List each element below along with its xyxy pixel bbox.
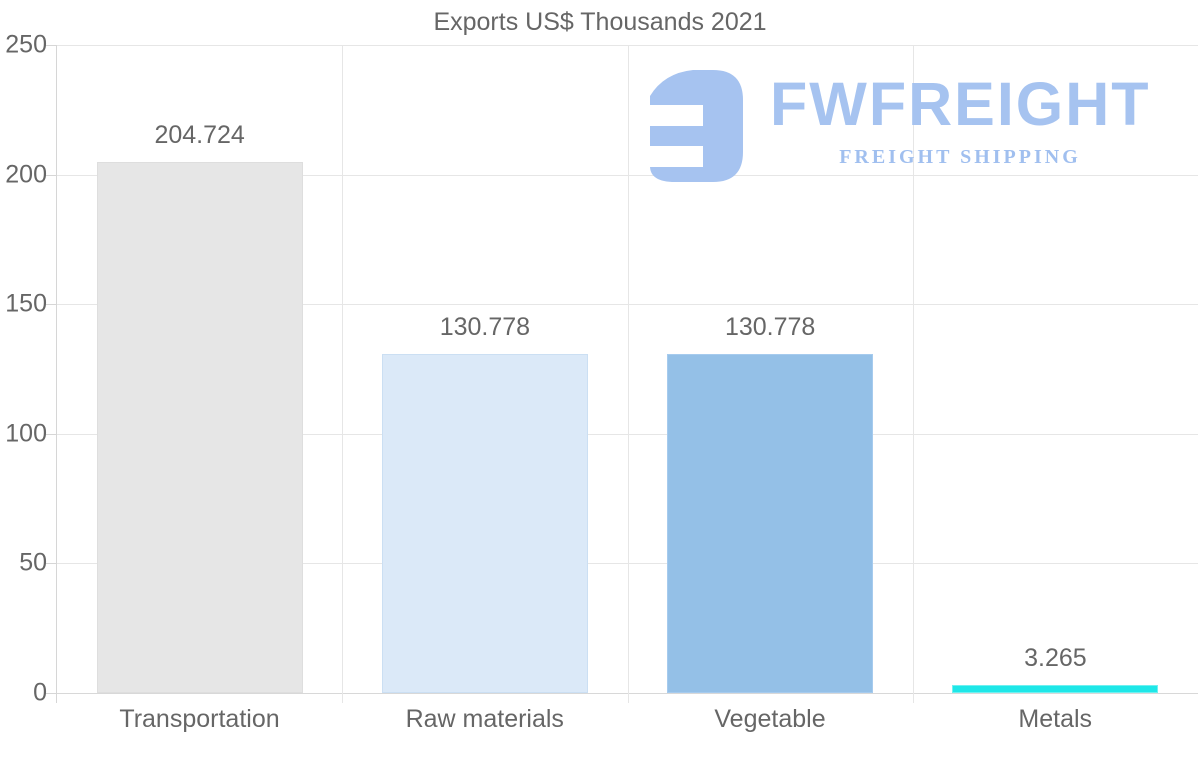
bar-vegetable xyxy=(667,354,874,693)
y-axis-tick xyxy=(46,304,56,306)
y-axis-label: 200 xyxy=(5,160,47,189)
y-axis-tick xyxy=(46,433,56,435)
y-axis-label: 0 xyxy=(33,678,47,707)
bar-value-label: 3.265 xyxy=(1024,643,1087,672)
gridline-v xyxy=(342,45,344,703)
fwfreight-watermark: FWFREIGHT FREIGHT SHIPPING xyxy=(645,66,1150,186)
fwfreight-wordmark: FWFREIGHT xyxy=(770,70,1151,138)
y-axis-label: 100 xyxy=(5,419,47,448)
x-axis-label: Transportation xyxy=(119,705,280,733)
bar-value-label: 204.724 xyxy=(154,121,245,150)
bar-raw-materials xyxy=(381,354,588,693)
y-axis-tick xyxy=(46,563,56,565)
bar-metals xyxy=(952,684,1159,693)
gridline-v xyxy=(912,45,914,703)
plot-area: 0 50 100 150 200 250 204.724 Transportation 130.… xyxy=(5,31,1198,733)
x-axis-label: Metals xyxy=(1018,705,1093,733)
bar-value-label: 130.778 xyxy=(439,313,531,342)
bar-transportation xyxy=(96,162,303,693)
x-axis-label: Raw materials xyxy=(405,705,564,733)
gridline-v xyxy=(627,45,629,703)
bar-value-label: 130.778 xyxy=(724,313,816,342)
y-axis-tick xyxy=(46,174,56,176)
chart-title: Exports US$ Thousands 2021 xyxy=(433,8,767,36)
fwfreight-tagline: FREIGHT SHIPPING xyxy=(839,146,1081,168)
fwfreight-logo-icon xyxy=(645,70,743,182)
x-axis-label: Vegetable xyxy=(714,705,826,733)
y-axis-label: 250 xyxy=(5,30,47,59)
y-axis-tick xyxy=(46,693,56,694)
y-axis-label: 50 xyxy=(19,548,47,577)
y-axis-label: 150 xyxy=(5,289,47,318)
y-axis-tick xyxy=(46,45,56,46)
y-axis-line xyxy=(56,45,57,703)
